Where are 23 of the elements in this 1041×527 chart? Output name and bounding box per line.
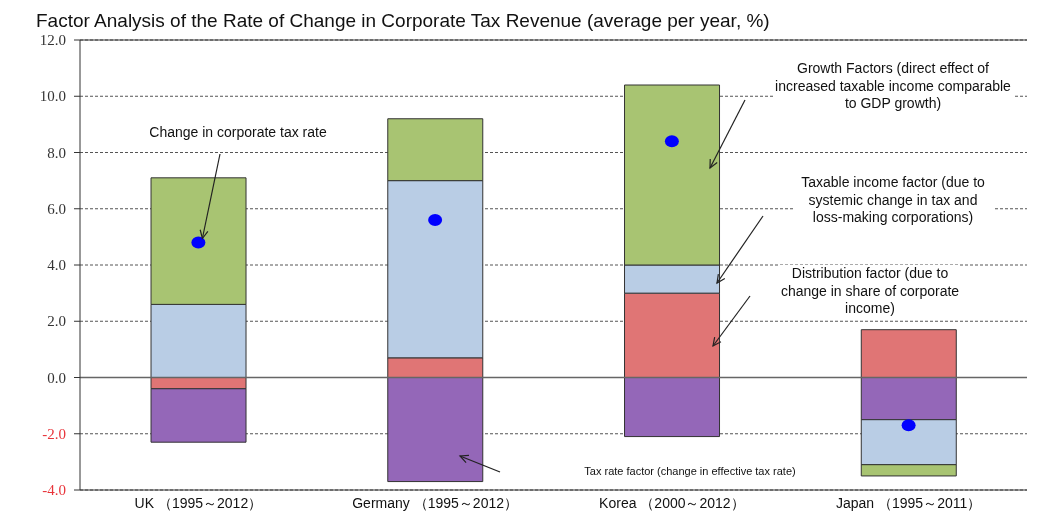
y-tick-label: -2.0 [42, 425, 66, 442]
annotation: Distribution factor (due to change in share of corporate income) [780, 265, 960, 318]
point [901, 419, 916, 432]
annotation: Tax rate factor (change in effective tax rate) [583, 465, 797, 479]
chart-title: Factor Analysis of the Rate of Change in Corporate Tax Revenue (average per year, %) [36, 10, 770, 32]
x-tick-label: Japan （1995～2011） [835, 494, 982, 511]
x-tick-label: Germany （1995～2012） [352, 494, 519, 511]
y-tick-label: 12.0 [39, 32, 66, 48]
x-tick-label: UK （1995～2012） [134, 494, 263, 511]
annotation: Growth Factors (direct effect of increased taxable income comparable to GDP growth) [773, 60, 1013, 113]
y-tick-label: 10.0 [39, 88, 66, 105]
y-tick-label: 4.0 [47, 257, 66, 273]
y-tick-label: 2.0 [47, 313, 66, 330]
annotation: Change in corporate tax rate [148, 124, 328, 142]
point [191, 236, 206, 249]
y-tick-label: 0.0 [47, 369, 66, 386]
y-tick-label: 6.0 [47, 200, 66, 217]
point [664, 135, 679, 148]
annotation: Taxable income factor (due to systemic change in tax and loss-making corporations) [793, 174, 993, 227]
y-tick-label: 8.0 [47, 144, 66, 161]
x-tick-label: Korea （2000～2012） [599, 494, 745, 511]
y-tick-label: -4.0 [42, 482, 66, 498]
point [428, 214, 443, 226]
